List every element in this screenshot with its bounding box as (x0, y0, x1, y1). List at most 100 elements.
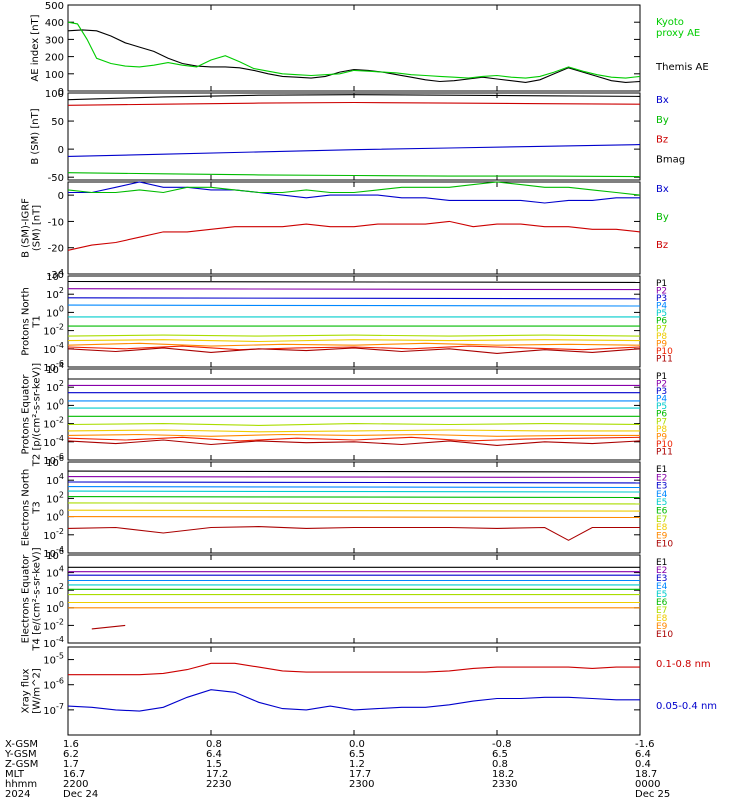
ephemeris-value: 0.8 (492, 759, 508, 770)
y-tick-label: 10-4 (43, 341, 64, 356)
y-tick-label: 104 (46, 472, 64, 487)
y-axis-label: T2 [p/(cm²-s-sr-keV)] (32, 363, 43, 467)
series-line-E3 (67, 481, 641, 484)
series-line-P8 (67, 429, 640, 433)
legend-item: E10 (656, 630, 673, 640)
series-line-Bz (67, 101, 641, 106)
series-line-P2 (67, 288, 641, 291)
legend-item: E10 (656, 540, 673, 550)
legend-item: Bx (656, 184, 669, 195)
ephemeris-value: 0.0 (349, 739, 365, 750)
legend-item: 0.1-0.8 nm (656, 659, 711, 670)
legend-item: E1 (656, 558, 667, 568)
ephemeris-value: 2200 (63, 779, 88, 790)
legend-item: P7 (656, 324, 667, 334)
legend-item: P9 (656, 339, 667, 349)
y-tick-label: -10 (48, 217, 64, 228)
ephemeris-value: 6.2 (63, 749, 79, 760)
series-line-Themis AE (67, 29, 641, 83)
y-tick-label: 10-4 (43, 635, 64, 650)
y-axis-label: T3 (32, 501, 43, 514)
legend-item: 0.05-0.4 nm (656, 701, 717, 712)
series-line-E2 (67, 476, 641, 479)
y-tick-label: 106 (46, 454, 64, 469)
legend-item: P1 (656, 279, 667, 289)
legend-item: P5 (656, 309, 667, 319)
ephemeris-value: 1.6 (63, 739, 79, 750)
series-line-Bx (68, 181, 640, 204)
legend-item: P6 (656, 410, 667, 420)
legend-item: E7 (656, 515, 667, 525)
series-line-E6 (67, 496, 641, 499)
series-line-P11 (67, 347, 641, 354)
series-line-P11 (67, 439, 641, 446)
ephemeris-value: 6.4 (635, 749, 651, 760)
y-tick-label: 10-5 (43, 652, 64, 667)
ephemeris-value: 1.5 (206, 759, 222, 770)
legend-item: P10 (656, 347, 673, 357)
ephemeris-row-label: Z-GSM (5, 759, 38, 770)
panel-2: -50 0 50 100 B (SM) [nT] Bx By Bz Bmag (30, 89, 685, 184)
y-tick-label: 10-6 (43, 677, 64, 692)
series-line-P3 (67, 297, 641, 300)
legend-item: P2 (656, 287, 667, 297)
legend-item: E9 (656, 531, 668, 541)
y-tick-label: 300 (45, 35, 64, 46)
legend-item: E6 (656, 598, 668, 608)
y-tick-label: 104 (46, 268, 64, 283)
legend-item: E4 (656, 582, 668, 592)
legend-item: E5 (656, 498, 667, 508)
ephemeris-value: 6.4 (206, 749, 222, 760)
y-tick-label: 106 (46, 547, 64, 562)
y-tick-label: 10-2 (43, 617, 64, 632)
y-tick-label: 100 (45, 70, 64, 81)
legend-item: Bx (656, 95, 669, 106)
series-line-E5 (67, 490, 641, 493)
y-tick-label: 100 (46, 509, 64, 524)
legend-item: P8 (656, 425, 667, 435)
legend-item: P9 (656, 432, 667, 442)
legend-item: P5 (656, 402, 667, 412)
y-tick-label: 10-4 (43, 434, 64, 449)
ephemeris-value: -1.6 (635, 739, 655, 750)
ephemeris-row-label: Y-GSM (4, 749, 37, 760)
y-tick-label: 100 (46, 304, 64, 319)
series-line-Bmag (67, 94, 641, 101)
legend-item: E7 (656, 606, 667, 616)
y-axis-label: AE index [nT] (30, 14, 41, 81)
series-line-P10 (67, 436, 641, 442)
y-axis-label: B (SM) [nT] (30, 108, 41, 164)
panel-frame (67, 646, 641, 736)
series-line-P1 (67, 280, 641, 283)
series-line-By (67, 181, 641, 196)
y-tick-label: -30 (48, 270, 64, 281)
series-line-0.1-0.8 nm (68, 662, 640, 676)
ephemeris-value: -0.8 (492, 739, 512, 750)
y-tick-label: 10-2 (43, 416, 64, 431)
y-tick-label: 104 (46, 361, 64, 376)
panel-4: 10-6 10-4 10-2 100 102 104 Protons North T1 P1P2… (21, 268, 674, 374)
ephemeris-row-label: 2024 (5, 789, 30, 800)
y-axis-label: Protons Equator (21, 374, 32, 455)
ephemeris-value: 0.8 (206, 739, 222, 750)
ephemeris-value: 6.5 (349, 749, 365, 760)
panel-3: -30 -20 -10 0 B (SM)-IGRF (SM) [nT] Bx By Bz (21, 181, 669, 281)
y-tick-label: 102 (46, 379, 64, 394)
legend-item: Bmag (656, 154, 685, 165)
legend-item: E6 (656, 507, 668, 517)
series-line-E10 (91, 624, 126, 630)
ephemeris-value: 17.2 (206, 769, 228, 780)
series-line-P9 (67, 342, 641, 347)
legend-item: E8 (656, 614, 668, 624)
y-axis-label: [W/m^2] (32, 668, 43, 714)
y-tick-label: 10-6 (43, 452, 64, 467)
legend-item: P3 (656, 387, 667, 397)
legend-item: Kyoto (656, 17, 684, 28)
y-tick-label: 0 (58, 145, 64, 156)
ephemeris-value: 1.7 (63, 759, 79, 770)
legend-item: E5 (656, 590, 667, 600)
series-line-E9 (67, 516, 641, 519)
series-line-P7 (67, 334, 641, 337)
